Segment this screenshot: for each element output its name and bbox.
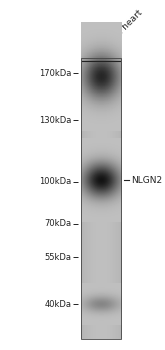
Text: Mouse heart: Mouse heart <box>98 8 144 55</box>
Text: 130kDa: 130kDa <box>39 116 71 125</box>
Bar <box>81 58 121 339</box>
Text: 40kDa: 40kDa <box>44 300 71 309</box>
Text: NLGN2: NLGN2 <box>131 176 162 185</box>
Text: 170kDa: 170kDa <box>39 69 71 78</box>
Text: 100kDa: 100kDa <box>39 177 71 187</box>
Text: 55kDa: 55kDa <box>44 253 71 262</box>
Text: 70kDa: 70kDa <box>44 219 71 228</box>
